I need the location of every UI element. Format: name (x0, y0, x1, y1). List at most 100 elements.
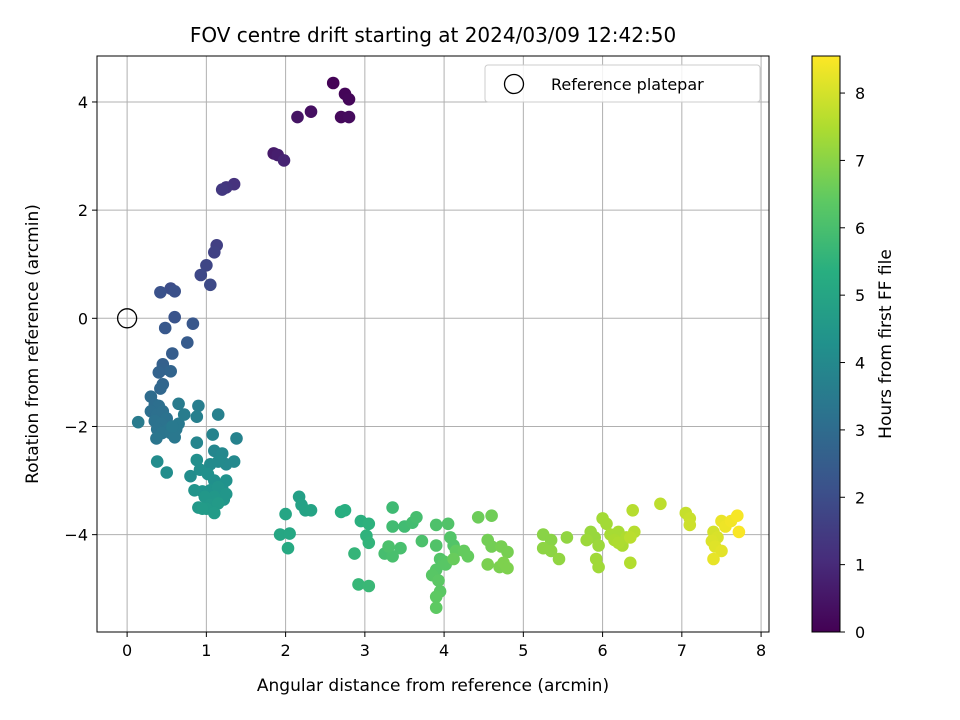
data-point (208, 246, 221, 259)
colorbar-tick-label: 3 (855, 421, 865, 440)
data-point (291, 110, 304, 124)
reference-marker (116, 308, 138, 329)
data-point (304, 504, 318, 517)
colorbar-gradient (811, 55, 841, 633)
x-axis-label: Angular distance from reference (arcmin) (257, 676, 609, 696)
grid (97, 56, 769, 632)
data-point (154, 286, 167, 299)
x-tick-label: 3 (360, 641, 370, 660)
data-point (715, 544, 728, 558)
data-point (624, 556, 637, 570)
plot-frame (96, 55, 770, 633)
data-point (429, 539, 443, 552)
y-tick-label: −2 (64, 417, 88, 436)
data-point (215, 183, 229, 196)
data-point (227, 455, 241, 468)
x-tick-label: 0 (122, 641, 132, 660)
data-point (166, 347, 179, 360)
data-point (168, 310, 181, 324)
data-point (208, 506, 221, 520)
data-point (342, 93, 356, 106)
data-point (544, 544, 558, 558)
data-point (230, 432, 243, 445)
reference-marker-group (116, 308, 138, 329)
data-point (190, 453, 204, 467)
data-point (326, 76, 340, 90)
data-point (580, 533, 593, 547)
data-point (338, 504, 352, 517)
data-point (194, 268, 208, 282)
data-point (277, 154, 291, 167)
x-tick-label: 8 (756, 641, 766, 660)
data-point (348, 547, 361, 560)
data-point (732, 525, 746, 539)
data-point (600, 517, 613, 531)
data-point (190, 410, 204, 424)
x-tick-label: 7 (677, 641, 687, 660)
x-tick-label: 1 (201, 641, 211, 660)
data-point (172, 397, 185, 411)
data-point (152, 366, 166, 379)
data-point (501, 561, 514, 575)
data-point (158, 321, 172, 335)
data-point (166, 420, 179, 433)
colorbar: 0 1 2 3 4 5 6 7 8 Hours from first FF file (811, 55, 896, 642)
data-point (184, 469, 197, 483)
colorbar-tick-label: 0 (855, 623, 865, 642)
data-point (592, 539, 605, 552)
data-point (177, 408, 191, 421)
legend-box (484, 64, 761, 103)
data-point (186, 317, 200, 331)
data-point (362, 536, 376, 550)
data-point (192, 399, 205, 413)
data-point (150, 455, 164, 468)
colorbar-tick-label: 7 (855, 151, 865, 170)
data-point (352, 578, 365, 591)
data-point (432, 574, 445, 587)
data-point (731, 509, 744, 522)
data-point (196, 502, 209, 515)
y-axis-label: Rotation from reference (arcmin) (23, 204, 43, 484)
data-point (279, 507, 292, 521)
data-point (683, 518, 697, 532)
data-point (188, 484, 201, 497)
data-point (485, 509, 498, 522)
data-point (281, 541, 295, 555)
legend-reference-marker (503, 73, 525, 95)
colorbar-tick-label: 6 (855, 219, 865, 238)
colorbar-tick-label: 1 (855, 556, 865, 575)
data-point (304, 105, 318, 118)
y-tick-label: 2 (78, 201, 88, 220)
y-axis-ticks: −4 −2 0 2 4 (64, 93, 97, 545)
data-point (206, 428, 219, 441)
data-point (612, 536, 625, 550)
data-point (273, 528, 287, 541)
data-point (394, 541, 407, 555)
data-point (707, 552, 720, 566)
data-point (200, 259, 213, 272)
data-point (429, 590, 443, 604)
data-point (190, 436, 204, 450)
data-point (211, 455, 225, 468)
data-point (415, 534, 429, 548)
colorbar-label: Hours from first FF file (876, 249, 896, 439)
data-point (552, 552, 566, 566)
data-points (131, 76, 746, 614)
data-point (342, 110, 356, 124)
chart-title: FOV centre drift starting at 2024/03/09 … (190, 23, 676, 47)
y-tick-label: 0 (78, 309, 88, 328)
data-point (386, 550, 399, 563)
x-axis-ticks: 0 1 2 3 4 5 6 7 8 (122, 632, 766, 660)
data-point (386, 520, 399, 533)
data-point (626, 504, 639, 517)
data-point (211, 408, 225, 421)
data-point (544, 533, 558, 547)
data-point (592, 560, 605, 574)
data-point (168, 285, 181, 298)
data-point (150, 432, 163, 445)
data-point (154, 382, 167, 395)
x-tick-label: 6 (597, 641, 607, 660)
data-point (485, 540, 498, 553)
data-point (654, 497, 667, 511)
